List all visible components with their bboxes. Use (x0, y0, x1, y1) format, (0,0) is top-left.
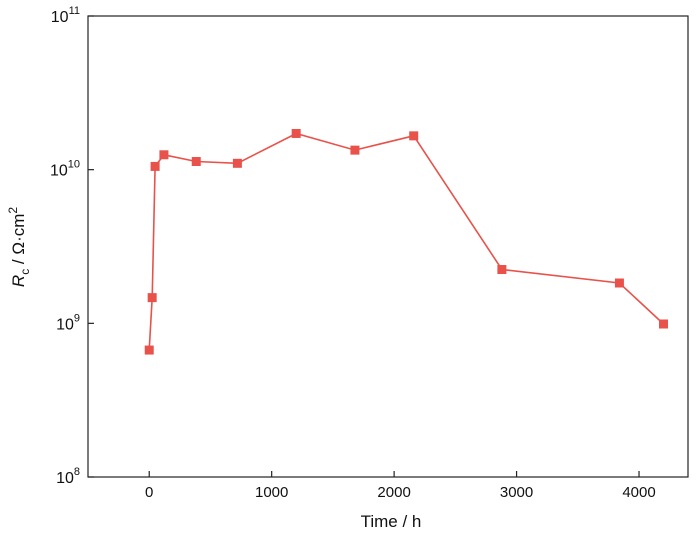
y-tick-label-base: 10 (56, 470, 74, 487)
x-tick-label: 2000 (377, 484, 410, 501)
y-axis-label-superscript: 2 (6, 207, 20, 214)
data-point-marker (291, 128, 301, 138)
data-point-marker (497, 265, 507, 275)
y-tick-label-base: 10 (50, 163, 68, 180)
data-point-marker (191, 157, 201, 167)
data-point-marker (150, 161, 160, 171)
y-tick-label: 1010 (50, 159, 80, 180)
x-tick-label: 4000 (622, 484, 655, 501)
plot-frame (87, 15, 689, 478)
y-tick-label-base: 10 (51, 9, 69, 26)
series-line (148, 132, 665, 351)
data-point-marker (159, 150, 169, 160)
y-axis-label-symbol: R (9, 275, 28, 287)
data-point-marker (144, 345, 154, 355)
data-point-marker (659, 319, 669, 329)
series-layer (144, 128, 669, 355)
y-tick-label: 109 (56, 312, 80, 333)
data-point-marker (350, 145, 360, 155)
x-tick-label: 0 (145, 484, 153, 501)
x-tick-label: 1000 (255, 484, 288, 501)
data-point-marker (147, 293, 157, 303)
y-axis-label-unit: / Ω·cm (9, 214, 28, 269)
x-axis-label: Time / h (361, 512, 422, 531)
y-tick-label-exponent: 10 (68, 159, 80, 171)
data-point-marker (614, 278, 624, 288)
data-point-marker (232, 158, 242, 168)
x-axis: 0 1000 2000 3000 4000 (145, 471, 656, 501)
y-axis-label-subscript: c (18, 269, 32, 275)
y-tick-label-exponent: 9 (74, 312, 80, 324)
y-tick-label-base: 10 (56, 316, 74, 333)
y-axis-label: Rc / Ω·cm2 (6, 207, 32, 287)
y-tick-label: 1011 (51, 5, 80, 26)
y-tick-label-exponent: 8 (74, 466, 80, 478)
y-tick-label: 108 (56, 466, 80, 487)
y-tick-label-exponent: 11 (69, 5, 80, 17)
x-tick-label: 3000 (500, 484, 533, 501)
data-point-marker (409, 131, 419, 141)
